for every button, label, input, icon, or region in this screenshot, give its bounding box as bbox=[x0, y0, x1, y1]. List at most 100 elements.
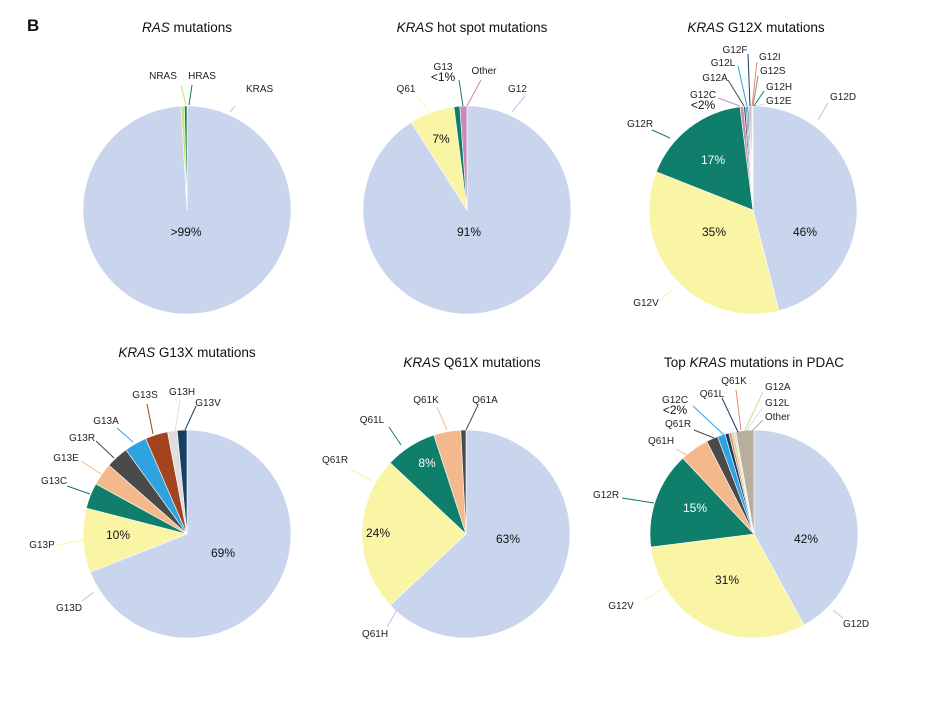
slice-sublabel: <2% bbox=[691, 98, 716, 112]
percent-label: 42% bbox=[794, 532, 818, 546]
chart-title: KRAS hot spot mutations bbox=[397, 20, 548, 35]
slice-label-g13e: G13E bbox=[53, 453, 79, 464]
percent-label: 7% bbox=[432, 132, 450, 146]
chart-title-rest: G12X mutations bbox=[724, 20, 825, 35]
percent-label: 10% bbox=[106, 528, 130, 542]
leader-line bbox=[386, 609, 398, 628]
pie-slice-other bbox=[735, 429, 755, 535]
chart-title-rest: Q61X mutations bbox=[440, 355, 541, 370]
percent-label: >99% bbox=[170, 225, 201, 239]
percent-label: 15% bbox=[683, 501, 707, 515]
pie-slice-g12v bbox=[648, 171, 780, 315]
pie-slice-q61r bbox=[361, 462, 467, 606]
leader-line bbox=[651, 129, 671, 139]
leader-line bbox=[735, 389, 742, 431]
pie-slice-g12d bbox=[752, 105, 858, 312]
percent-label: 91% bbox=[457, 225, 481, 239]
leader-line bbox=[750, 419, 764, 433]
slice-label-g12a: G12A bbox=[702, 73, 728, 84]
chart-title-rest: G13X mutations bbox=[155, 345, 256, 360]
slice-label-q61k: Q61K bbox=[413, 395, 439, 406]
panel-letter: B bbox=[27, 16, 40, 35]
chart-title-rest: mutations in PDAC bbox=[726, 355, 844, 370]
slice-label-g12i: G12I bbox=[759, 52, 781, 63]
slice-label-g13r: G13R bbox=[69, 433, 95, 444]
slice-sublabel: <2% bbox=[663, 403, 688, 417]
leader-line bbox=[349, 468, 373, 482]
chart-title: KRAS G13X mutations bbox=[118, 345, 256, 360]
leader-line bbox=[417, 96, 431, 114]
pie-slice-g12v bbox=[650, 533, 805, 639]
slice-label-g13h: G13H bbox=[169, 387, 195, 398]
leader-line bbox=[465, 404, 479, 431]
slice-label-kras: KRAS bbox=[246, 84, 274, 95]
leader-line bbox=[753, 90, 765, 107]
slice-label-g12h: G12H bbox=[766, 82, 792, 93]
leader-line bbox=[458, 79, 464, 107]
leader-line bbox=[744, 391, 764, 431]
leader-line bbox=[388, 426, 402, 446]
leader-line bbox=[747, 53, 751, 107]
slice-label-g12l: G12L bbox=[765, 398, 790, 409]
leader-line bbox=[146, 403, 154, 435]
percent-label: 31% bbox=[715, 573, 739, 587]
slice-label-g13s: G13S bbox=[132, 390, 158, 401]
slice-label-other: Other bbox=[471, 66, 497, 77]
percent-label: 17% bbox=[701, 153, 725, 167]
slice-label-g12v: G12V bbox=[633, 298, 659, 309]
leader-line bbox=[466, 79, 482, 107]
slice-label-g13d: G13D bbox=[56, 603, 82, 614]
slice-label-q61h: Q61H bbox=[648, 436, 674, 447]
leader-line bbox=[675, 448, 691, 458]
pie-slice-hras bbox=[184, 105, 188, 211]
pie-chart-3: KRAS G12X mutations G12D G12V G12R G12C<2% G1… bbox=[627, 20, 858, 315]
slice-label-g12c: G12C bbox=[690, 90, 716, 101]
leader-line bbox=[511, 95, 526, 113]
chart-title-italic: KRAS bbox=[687, 20, 724, 35]
slice-label-g12s: G12S bbox=[760, 66, 786, 77]
pie-slice-g12r bbox=[655, 106, 754, 211]
leader-line bbox=[751, 61, 758, 107]
slice-label-g13c: G13C bbox=[41, 476, 67, 487]
leader-line bbox=[717, 97, 741, 107]
chart-title-pre: Top bbox=[664, 355, 690, 370]
chart-title: KRAS Q61X mutations bbox=[403, 355, 541, 370]
pie-slice-q61h bbox=[389, 429, 571, 639]
leader-line bbox=[56, 539, 85, 546]
chart-title: Top KRAS mutations in PDAC bbox=[664, 355, 844, 370]
slice-label-g13p: G13P bbox=[29, 540, 55, 551]
slice-label-q61r: Q61R bbox=[665, 419, 691, 430]
leader-line bbox=[644, 585, 667, 601]
leader-line bbox=[692, 405, 725, 436]
chart-title-rest: hot spot mutations bbox=[433, 20, 547, 35]
pie-chart-4: KRAS G13X mutations G13D G13P G13C G13E G13R G… bbox=[29, 345, 292, 639]
slice-label-q61a: Q61A bbox=[472, 395, 498, 406]
percent-label: 8% bbox=[418, 456, 436, 470]
slice-label-other: Other bbox=[765, 412, 791, 423]
leader-line bbox=[661, 289, 673, 299]
percent-label: 35% bbox=[702, 225, 726, 239]
percent-label: 24% bbox=[366, 526, 390, 540]
pie-slice-g12d bbox=[753, 429, 859, 626]
slice-label-g12r: G12R bbox=[593, 490, 619, 501]
pie-slice-q61a bbox=[460, 429, 467, 535]
slice-label-g12r: G12R bbox=[627, 119, 653, 130]
percent-label: 63% bbox=[496, 532, 520, 546]
leader-line bbox=[188, 84, 193, 106]
leader-line bbox=[737, 65, 748, 107]
chart-title: KRAS G12X mutations bbox=[687, 20, 825, 35]
chart-title-italic: KRAS bbox=[397, 20, 434, 35]
slice-label-g13: G13 bbox=[434, 62, 453, 73]
slice-label-g12: G12 bbox=[508, 84, 527, 95]
slice-label-q61h: Q61H bbox=[362, 629, 388, 640]
leader-line bbox=[81, 591, 95, 602]
slice-label-g12d: G12D bbox=[830, 92, 856, 103]
percent-label: 69% bbox=[211, 546, 235, 560]
leader-line bbox=[752, 75, 759, 107]
chart-title: RAS mutations bbox=[142, 20, 232, 35]
leader-line bbox=[746, 406, 764, 431]
slice-label-g12d: G12D bbox=[843, 619, 869, 630]
leader-line bbox=[80, 460, 102, 475]
pie-chart-6: Top KRAS mutations in PDAC G12D G12V G12R Q6… bbox=[593, 355, 869, 639]
